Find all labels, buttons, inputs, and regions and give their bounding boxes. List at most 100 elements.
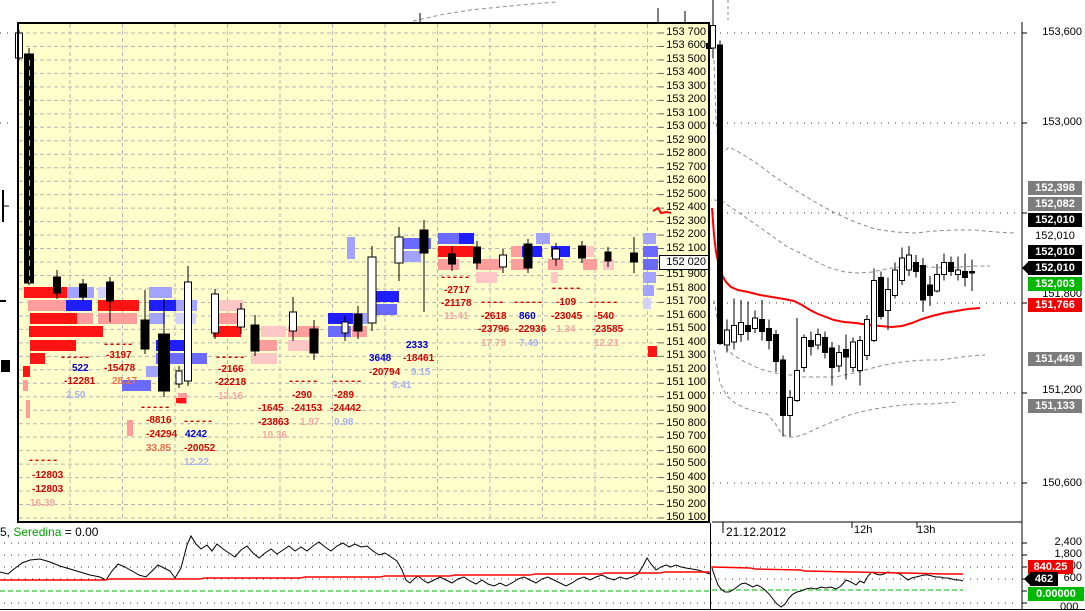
delta-dash-marker: -----: [513, 297, 544, 308]
price-tick-label: 151 000: [666, 389, 706, 402]
price-marker-label: 152,398: [1028, 181, 1082, 195]
volume-cluster-bar: [23, 366, 30, 377]
candle-body: [211, 293, 219, 334]
volume-cluster-bar: [30, 340, 76, 351]
volume-cluster-bar: [98, 313, 137, 324]
candle-body: [962, 271, 968, 278]
volume-cluster-bar: [30, 353, 45, 364]
price-tick-label: 153 400: [666, 66, 706, 79]
volume-cluster-bar: [368, 304, 397, 315]
price-tick-label: 151 800: [666, 281, 706, 294]
delta-dash-marker: -----: [551, 283, 582, 294]
indicator-ma-line: [0, 571, 710, 581]
candle-body: [341, 321, 349, 334]
ma-line: [652, 206, 672, 215]
volume-cluster-bar: [146, 366, 159, 377]
time-tick-label: 13h: [917, 524, 936, 536]
indicator-line: [711, 567, 964, 608]
candle-body: [927, 284, 933, 296]
volume-cluster-bar: [66, 300, 92, 311]
price-tick-label: 150 600: [666, 443, 706, 456]
price-tick-label: 151 900: [666, 268, 706, 281]
volume-cluster-bar: [149, 287, 172, 298]
volume-cluster-bar: [643, 259, 658, 270]
price-tick-label: 152 100: [666, 241, 706, 254]
candle-body: [920, 265, 926, 301]
candle-body: [175, 370, 183, 385]
price-tick-label: 152 400: [666, 201, 706, 214]
volume-cluster-bar: [511, 246, 522, 257]
candle-body: [766, 328, 772, 341]
candle-body: [724, 329, 730, 346]
price-tick-label: 151 400: [666, 335, 706, 348]
volume-cluster-bar: [149, 300, 176, 311]
cluster-value: 12.21: [594, 338, 620, 349]
price-tick-label: 151 600: [666, 308, 706, 321]
volume-cluster-bar: [400, 251, 421, 262]
margin-mark: [1, 360, 10, 372]
candle-body: [353, 313, 363, 332]
candle-body: [630, 252, 638, 263]
price-tick-label: 151 100: [666, 376, 706, 389]
cluster-value: -23585: [592, 324, 624, 335]
indicator-marker-label: 840.25: [1028, 560, 1073, 574]
volume-cluster-bar: [643, 298, 651, 309]
candle-body: [948, 262, 954, 272]
candle-body: [808, 340, 814, 347]
cluster-value: -289: [334, 390, 355, 401]
indicator-name: Seredina: [13, 525, 62, 539]
candle-body: [934, 274, 940, 292]
cluster-value: 28.17: [112, 376, 138, 387]
volume-cluster-bar: [476, 259, 502, 270]
price-marker-label: 152,010: [1035, 230, 1075, 242]
price-marker-label: 151,133: [1028, 399, 1082, 413]
indicator-title: 5, Seredina = 0.00: [0, 525, 98, 539]
price-tick-label: 150 300: [666, 484, 706, 497]
volume-cluster-bar: [213, 326, 241, 337]
candle-body: [787, 397, 793, 416]
price-tick-label: 151 500: [666, 322, 706, 335]
candle-body: [289, 311, 297, 332]
candle-body: [955, 269, 961, 275]
volume-cluster-bar: [156, 353, 207, 364]
price-tick-label: 151,800: [1042, 288, 1082, 300]
indicator-tick-label: 1,800: [1054, 548, 1082, 560]
price-tick-label: 151,200: [1042, 384, 1082, 396]
candle-body: [738, 322, 744, 335]
cluster-value: -290: [292, 390, 313, 401]
cluster-value: -24153: [291, 403, 323, 414]
candle-body: [899, 257, 905, 281]
candle-body: [864, 319, 870, 356]
date-axis-label: 21.12.2012: [726, 525, 787, 539]
volume-cluster-bar: [438, 233, 459, 244]
cluster-value: -22218: [215, 377, 247, 388]
price-tick-label: 152 600: [666, 174, 706, 187]
cluster-value: -20794: [369, 367, 401, 378]
price-tick-label: 150,600: [1042, 477, 1082, 489]
cluster-value: -23045: [551, 311, 583, 322]
candle-body: [237, 308, 245, 328]
volume-cluster-bar: [30, 313, 77, 324]
candle-body: [822, 337, 828, 353]
candle-body: [941, 262, 947, 275]
volume-cluster-bar: [127, 420, 133, 436]
cluster-value: -22936: [515, 324, 547, 335]
time-tick-label: 12h: [854, 524, 873, 536]
candle-body: [850, 341, 856, 368]
price-marker-label: 151,449: [1028, 352, 1082, 366]
cluster-value: 1.97: [300, 417, 320, 428]
candle-body: [473, 246, 481, 264]
delta-dash-marker: -----: [440, 272, 471, 283]
price-marker-label: 152,010: [1028, 213, 1082, 227]
candle-body: [184, 281, 192, 382]
candle-body: [885, 289, 891, 311]
cluster-value: -3197: [106, 350, 132, 361]
envelope-band: [713, 349, 959, 438]
ma-line: [711, 207, 981, 329]
volume-cluster-bar: [551, 272, 558, 283]
cluster-panel-border: [17, 22, 710, 523]
indicator-line: [0, 534, 711, 587]
candle-body: [906, 254, 912, 271]
candle-body: [752, 317, 758, 329]
